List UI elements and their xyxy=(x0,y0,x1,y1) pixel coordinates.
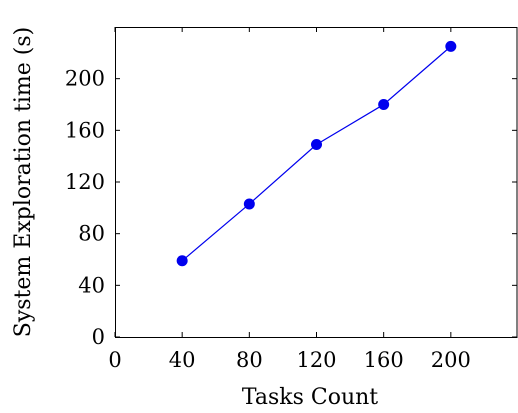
y-tick-label: 80 xyxy=(78,222,105,246)
series-line xyxy=(181,45,452,262)
x-tick-label: 200 xyxy=(431,348,471,372)
x-tick-label: 120 xyxy=(296,348,336,372)
x-tick-label: 40 xyxy=(169,348,196,372)
x-tick-label: 80 xyxy=(236,348,263,372)
data-point xyxy=(243,198,255,210)
x-tick-label: 160 xyxy=(364,348,404,372)
y-tick-label: 0 xyxy=(92,325,105,349)
data-point xyxy=(311,139,322,151)
y-tick-label: 120 xyxy=(65,170,105,194)
y-tick-label: 40 xyxy=(78,273,105,297)
x-axis-title: Tasks Count xyxy=(242,385,378,410)
series-layer xyxy=(176,40,457,267)
y-axis-title: System Exploration time (s) xyxy=(11,27,36,337)
data-point xyxy=(176,255,188,267)
x-axis-ticks: 0 40 80 120 160 200 xyxy=(108,27,471,372)
y-tick-label: 200 xyxy=(65,67,105,91)
y-axis-ticks: 0 40 80 120 160 200 xyxy=(65,67,517,349)
data-point xyxy=(378,99,390,110)
data-point xyxy=(445,40,457,52)
x-tick-label: 0 xyxy=(108,348,121,372)
plot-frame xyxy=(115,27,518,338)
y-tick-label: 160 xyxy=(65,118,105,142)
